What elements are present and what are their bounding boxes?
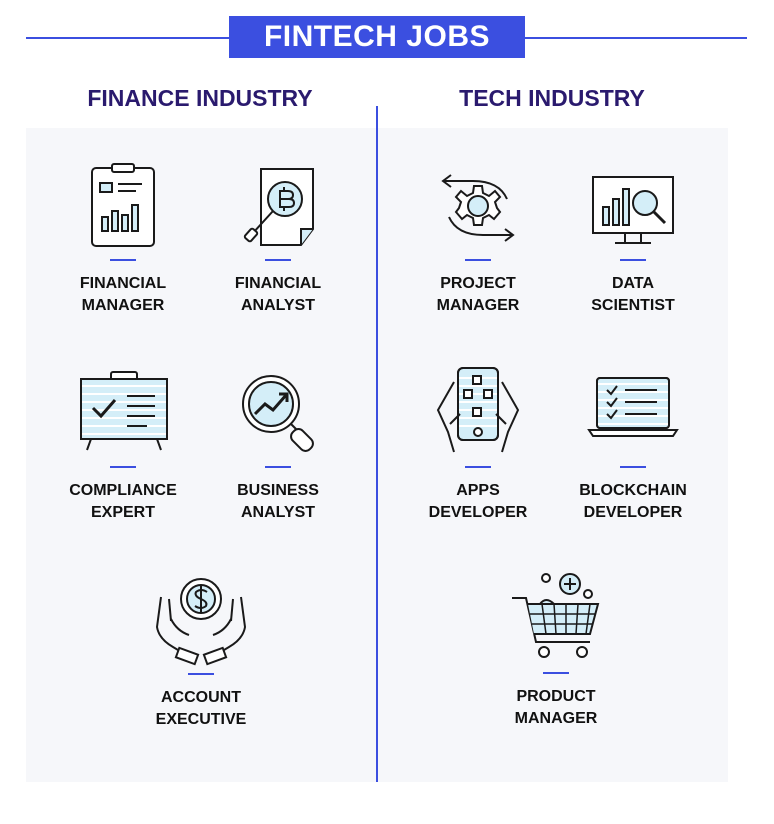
job-label: PRODUCT MANAGER bbox=[514, 688, 598, 727]
item-dash bbox=[110, 466, 136, 468]
section-divider bbox=[376, 106, 378, 782]
item-dash bbox=[465, 259, 491, 261]
item-dash bbox=[465, 466, 491, 468]
item-dash bbox=[543, 672, 569, 674]
job-financial-manager: FINANCIAL MANAGER bbox=[43, 163, 203, 317]
job-label: FINANCIAL ANALYST bbox=[234, 275, 322, 314]
job-label: ACCOUNT EXECUTIVE bbox=[155, 689, 247, 728]
item-dash bbox=[110, 259, 136, 261]
tech-section-title: TECH INDUSTRY bbox=[459, 85, 645, 111]
job-product-manager: PRODUCT MANAGER bbox=[476, 570, 636, 730]
job-project-manager: PROJECT MANAGER bbox=[398, 163, 558, 317]
job-account-executive: ACCOUNT EXECUTIVE bbox=[121, 577, 281, 731]
job-label: BUSINESS ANALYST bbox=[237, 482, 319, 521]
item-dash bbox=[265, 466, 291, 468]
item-dash bbox=[265, 259, 291, 261]
job-compliance-expert: COMPLIANCE EXPERT bbox=[43, 370, 203, 524]
magnifier-trend-icon bbox=[242, 375, 314, 452]
item-dash bbox=[188, 673, 214, 675]
magnifier-bitcoin-icon bbox=[243, 168, 314, 246]
job-label: APPS DEVELOPER bbox=[428, 482, 528, 521]
job-financial-analyst: FINANCIAL ANALYST bbox=[198, 163, 358, 317]
item-dash bbox=[620, 259, 646, 261]
title-rule-left bbox=[26, 37, 229, 39]
title-rule-right bbox=[525, 37, 747, 39]
laptop-checklist-icon bbox=[587, 377, 679, 437]
job-data-scientist: DATA SCIENTIST bbox=[553, 163, 713, 317]
finance-section-title: FINANCE INDUSTRY bbox=[87, 85, 313, 111]
clipboard-chart-icon bbox=[91, 163, 155, 247]
job-business-analyst: BUSINESS ANALYST bbox=[198, 370, 358, 524]
job-label: FINANCIAL MANAGER bbox=[79, 275, 167, 314]
shopping-cart-icon bbox=[512, 573, 600, 658]
monitor-analytics-icon bbox=[592, 176, 674, 244]
job-blockchain-developer: BLOCKCHAIN DEVELOPER bbox=[553, 370, 713, 524]
gear-cycle-icon bbox=[441, 174, 515, 242]
job-label: PROJECT MANAGER bbox=[436, 275, 520, 314]
page-title: FINTECH JOBS bbox=[229, 16, 525, 58]
checklist-board-icon bbox=[80, 371, 168, 451]
job-apps-developer: APPS DEVELOPER bbox=[398, 366, 558, 524]
job-label: BLOCKCHAIN DEVELOPER bbox=[579, 482, 687, 521]
phone-hands-icon bbox=[436, 367, 520, 453]
job-label: COMPLIANCE EXPERT bbox=[69, 482, 177, 521]
job-label: DATA SCIENTIST bbox=[591, 275, 675, 314]
item-dash bbox=[620, 466, 646, 468]
hands-coin-icon bbox=[155, 578, 247, 666]
